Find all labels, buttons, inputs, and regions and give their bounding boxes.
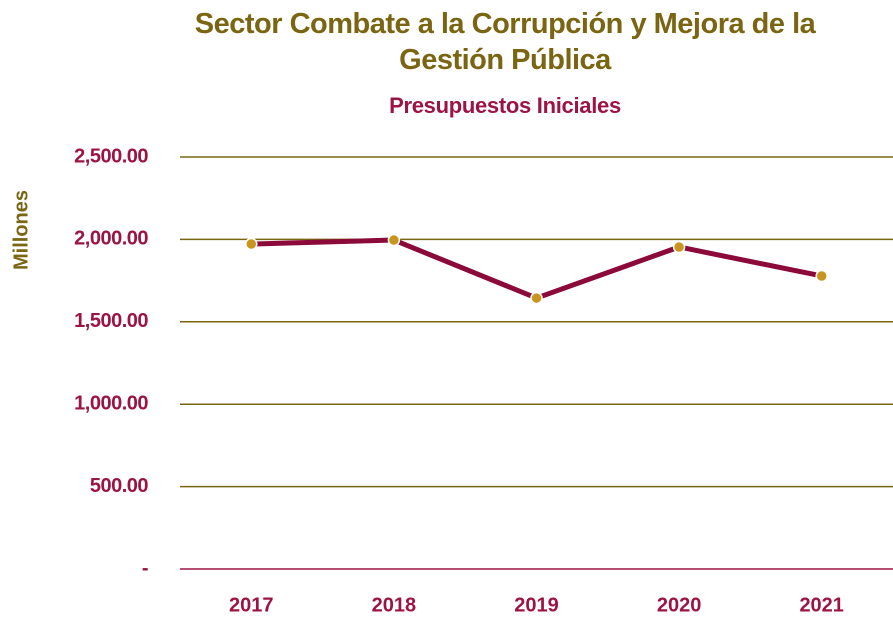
x-tick-label: 2019 [514,594,559,616]
marker [245,237,258,251]
line [251,237,823,301]
marker [530,291,543,305]
marker [672,240,686,254]
y-axis-label: Millones [10,190,32,270]
chart-title: Sector Combate a la Corrupción y Mejora … [194,8,816,76]
y-tick-label: 1,000.00 [74,392,148,414]
y-tick-label: - [142,557,148,579]
x-tick-label: 2018 [372,594,417,616]
marker [387,233,401,247]
marker [815,269,828,283]
y-tick-label: 1,500.00 [74,310,148,332]
x-tick-label: 2021 [799,594,844,616]
x-tick-label: 2020 [657,594,702,616]
x-tick-label: 2017 [229,594,274,616]
y-tick-label: 500.00 [90,475,149,497]
y-tick-label: 2,500.00 [74,145,148,167]
chart-subtitle: Presupuestos Iniciales [389,93,621,118]
y-tick-label: 2,000.00 [74,228,148,250]
